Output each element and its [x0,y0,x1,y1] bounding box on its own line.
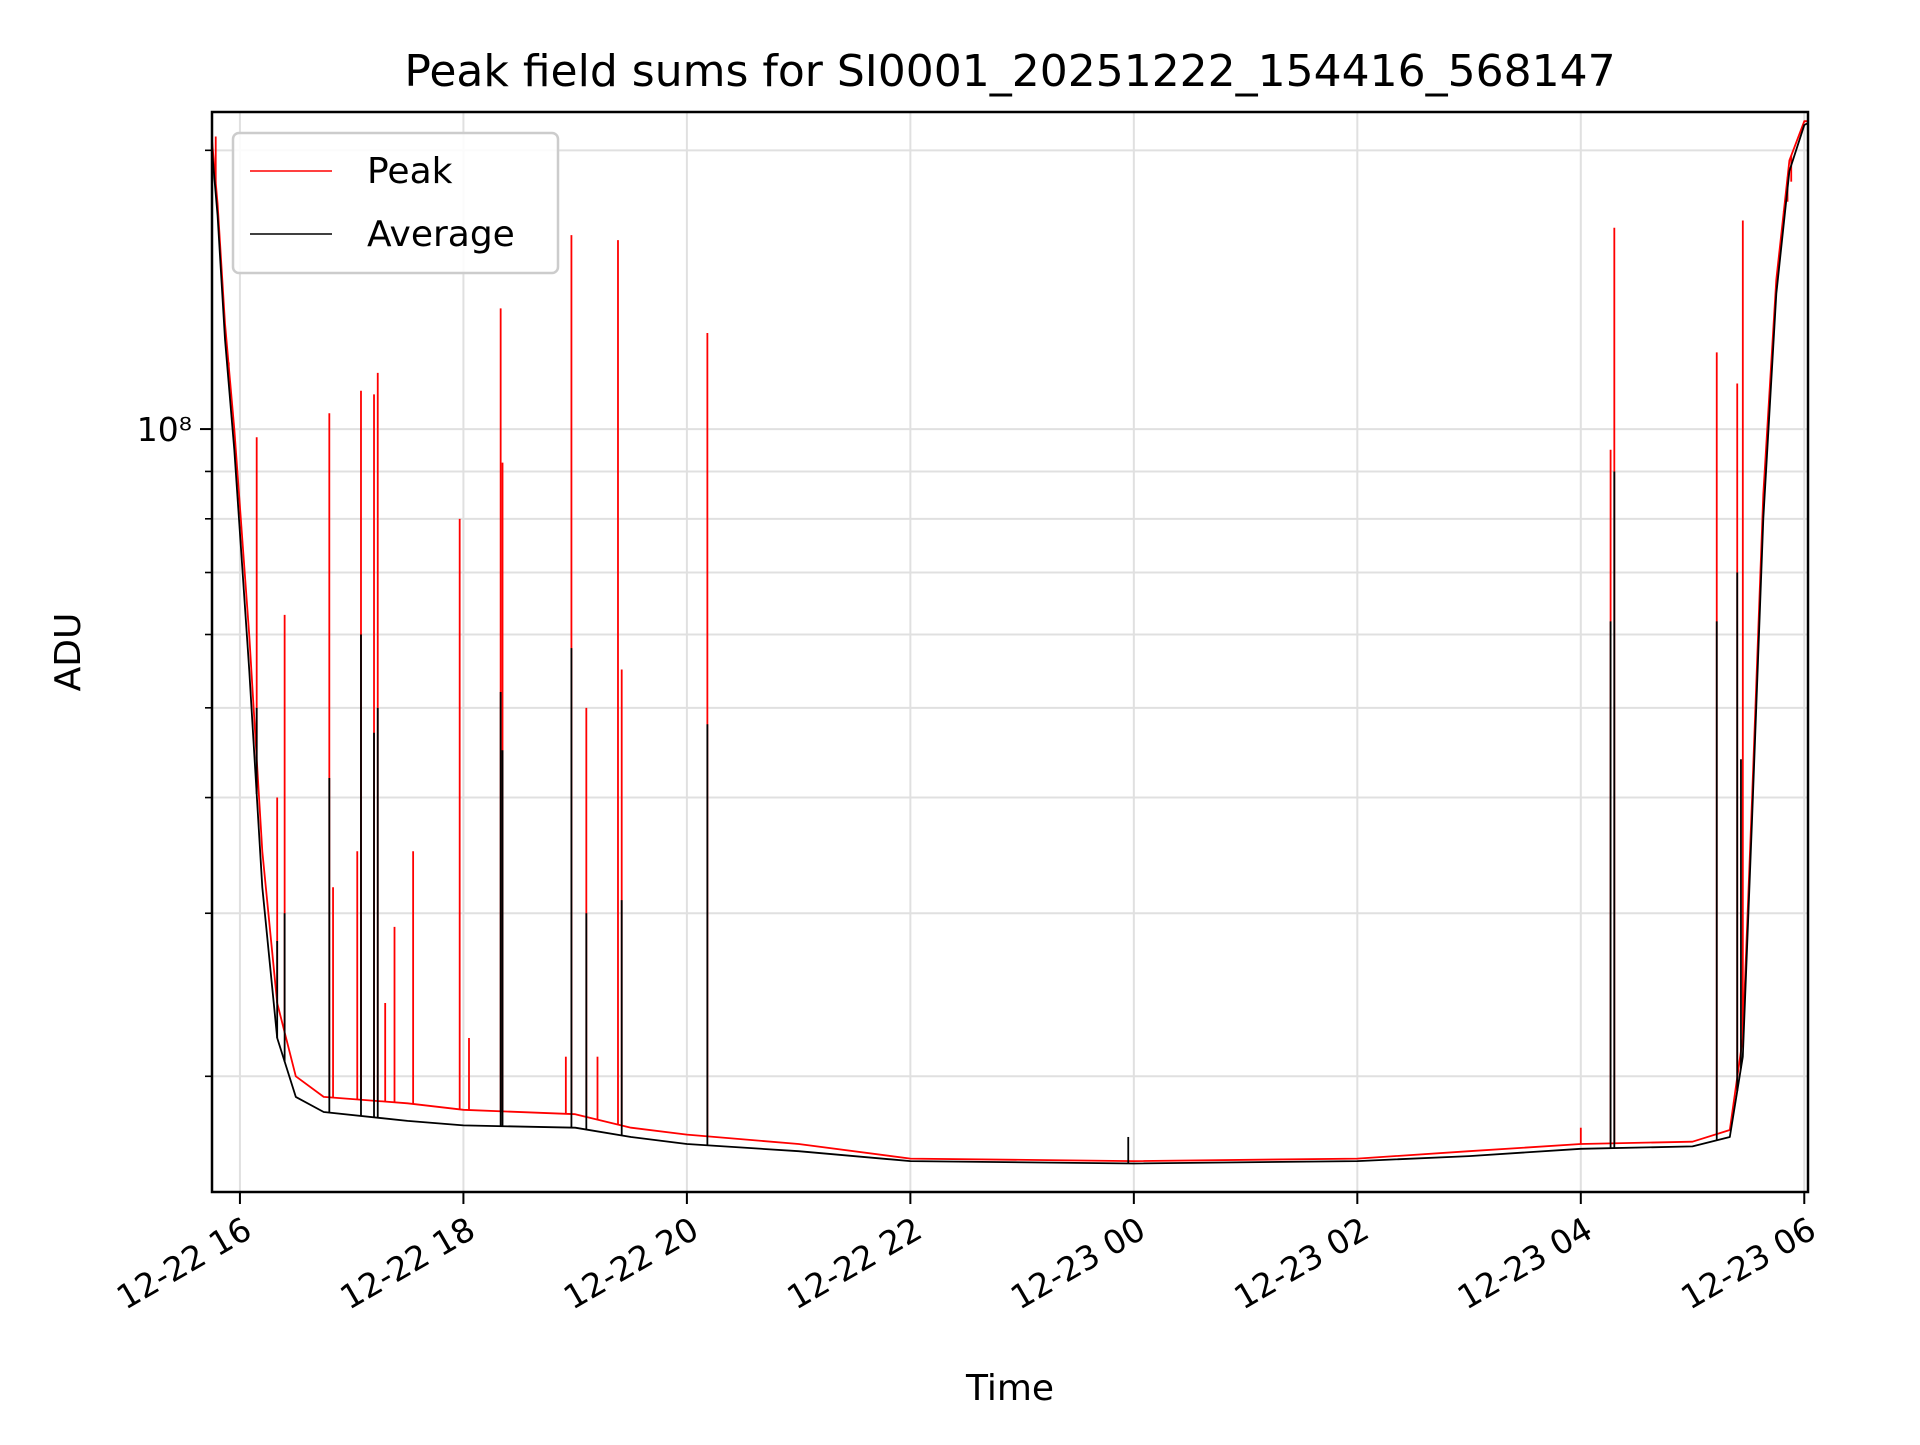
x-axis-label: Time [965,1368,1054,1409]
series-average [211,122,1809,1165]
y-tick-label-0: 10⁸ [137,410,192,449]
y-axis-label: ADU [48,613,89,692]
legend-label-peak: Peak [367,151,453,192]
chart-title: Peak field sums for SI0001_20251222_1544… [404,46,1615,97]
legend-label-average: Average [367,214,515,255]
legend: Peak Average [231,131,560,275]
plot-frame [210,110,1810,1194]
legend-box [231,131,560,275]
y-axis: 10⁸ [137,149,212,1078]
series-line-average [211,122,1809,1165]
series-layer [211,120,1809,1165]
grid [212,112,1808,1192]
